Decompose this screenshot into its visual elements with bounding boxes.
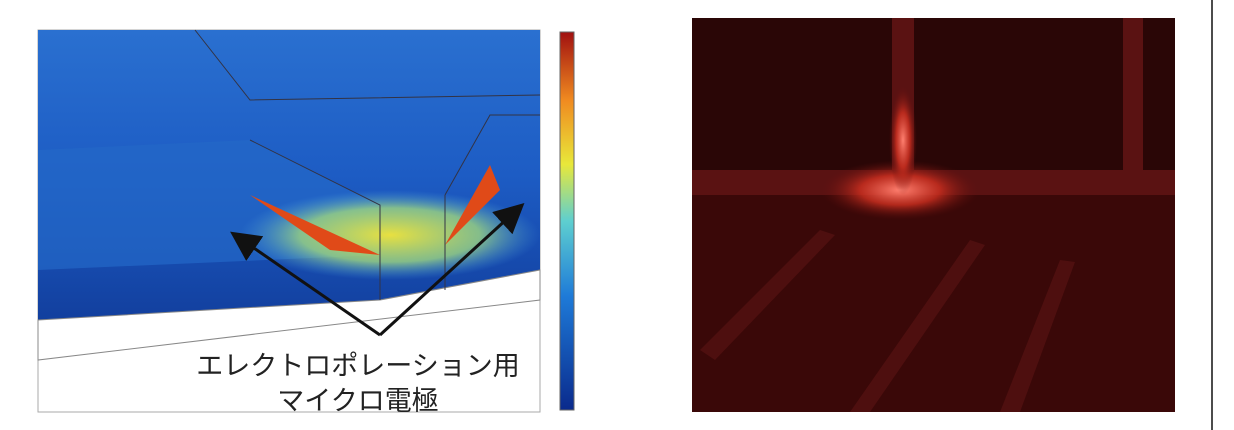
micrograph-dark <box>692 18 1175 173</box>
annotation: マイクロ電極 <box>277 386 438 417</box>
colorbar <box>560 32 574 410</box>
simulation-panel: エレクトロポレーション用 マイクロ電極 <box>38 30 574 417</box>
figure: エレクトロポレーション用 マイクロ電極 <box>0 0 1234 430</box>
field-hotspot <box>240 190 540 280</box>
page: エレクトロポレーション用 マイクロ電極 (() => { const data … <box>0 0 1234 430</box>
fluorescence-panel <box>692 18 1175 412</box>
channel <box>1123 18 1143 178</box>
annotation: エレクトロポレーション用 <box>196 351 519 382</box>
fluorescence <box>889 85 917 195</box>
